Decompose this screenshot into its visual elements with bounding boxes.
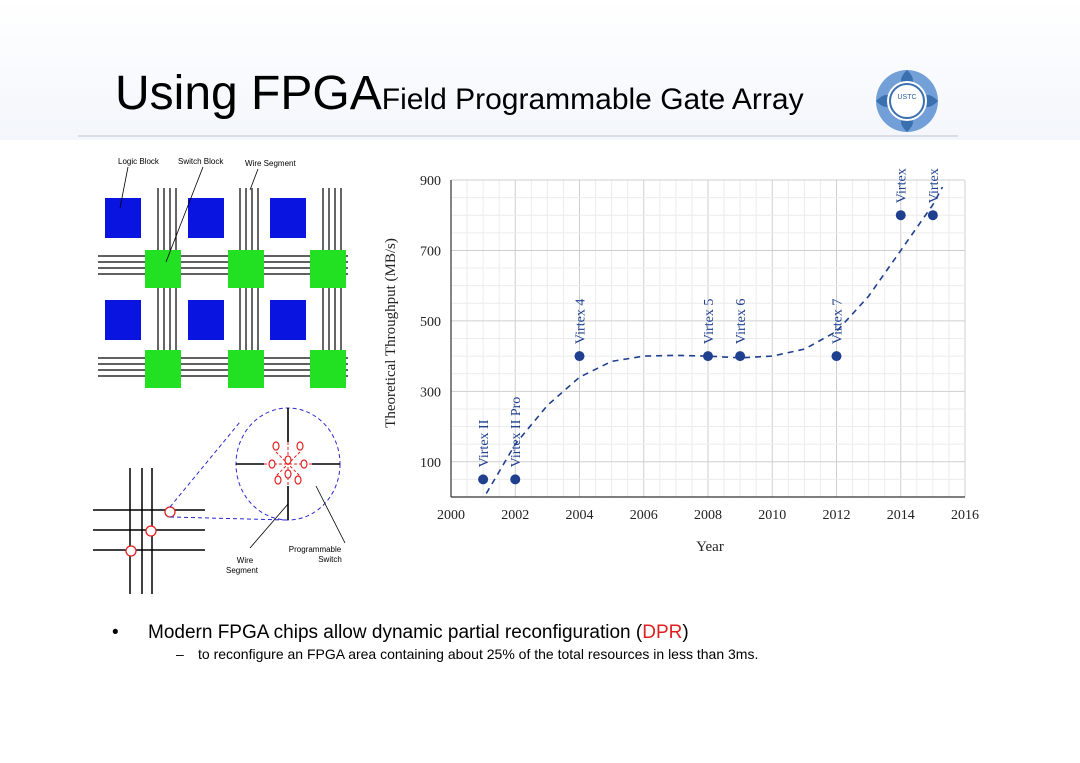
point-label: Virtex UltraScale	[895, 165, 910, 203]
switch-block-label: Switch Block	[178, 157, 224, 166]
y-tick-label: 900	[420, 174, 441, 189]
bullet-text-prefix: Modern FPGA chips allow dynamic partial …	[148, 622, 643, 643]
point-label: Virtex 7	[831, 299, 846, 344]
switch-block	[228, 350, 264, 388]
zoom-wire-segments	[236, 408, 340, 520]
fpga-architecture-diagram: Logic Block Switch Block Wire Segment	[93, 157, 348, 594]
data-point	[703, 351, 713, 362]
wire-label: Wire	[237, 556, 254, 565]
switch-block	[310, 350, 346, 388]
x-tick-label: 2012	[823, 508, 851, 523]
ustc-logo: USTC	[876, 70, 938, 132]
sub-bullet-text: to reconfigure an FPGA area containing a…	[198, 646, 759, 662]
x-tick-label: 2002	[501, 508, 529, 523]
bullet-highlight: DPR	[642, 622, 683, 643]
x-tick-label: 2014	[887, 508, 915, 523]
segment-label: Segment	[226, 566, 259, 575]
y-tick-label: 100	[420, 456, 441, 471]
chart-trend-line	[485, 186, 944, 494]
switch-icon	[284, 455, 292, 465]
switch-icon	[296, 441, 304, 451]
switch-label: Switch	[318, 555, 342, 564]
chart-axes	[450, 180, 965, 498]
bullet-item: • Modern FPGA chips allow dynamic partia…	[112, 622, 1062, 644]
switch-blocks	[145, 250, 346, 388]
y-tick-label: 700	[420, 244, 441, 259]
switch-icon	[272, 441, 280, 451]
data-point	[927, 210, 938, 221]
x-tick-label: 2006	[630, 508, 658, 523]
x-tick-label: 2000	[437, 508, 465, 523]
switch-icon	[268, 459, 276, 469]
x-tick-label: 2004	[566, 508, 594, 523]
switch-icon	[274, 475, 282, 485]
logic-block	[105, 300, 141, 340]
data-point	[574, 351, 585, 362]
point-label: Virtex II	[477, 419, 492, 467]
logic-block	[188, 300, 224, 340]
chart-xlabel: Year	[696, 539, 724, 555]
y-tick-label: 500	[420, 315, 441, 330]
logic-blocks	[105, 198, 306, 340]
logic-block	[270, 300, 306, 340]
chart-tick-labels: 2000 2002 2004 2006 2008 2010 2012 2014 2016 100 3…	[420, 174, 979, 523]
point-label: Virtex 5	[702, 299, 717, 344]
logic-block	[105, 198, 141, 238]
logo-text: USTC	[897, 94, 916, 101]
point-label: Virtex II Pro	[509, 397, 524, 468]
logo-emblem-icon: USTC	[876, 70, 938, 132]
switch-icon	[300, 459, 308, 469]
point-label: Virtex 6	[734, 299, 749, 344]
data-point	[895, 210, 906, 221]
bullet-text-suffix: )	[682, 622, 689, 643]
y-tick-label: 300	[420, 385, 441, 400]
bullet-list: • Modern FPGA chips allow dynamic partia…	[112, 622, 1062, 662]
logic-block-label: Logic Block	[118, 157, 160, 166]
title-divider	[78, 135, 958, 137]
title-subtitle: Field Programmable Gate Array	[381, 83, 804, 116]
x-tick-label: 2010	[758, 508, 786, 523]
zoom-pointer-lines	[249, 485, 346, 549]
sub-bullet-item: – to reconfigure an FPGA area containing…	[176, 646, 1062, 662]
switch-icon	[294, 475, 302, 485]
title-main: Using FPGA	[115, 67, 382, 120]
wire-segment-label: Wire Segment	[245, 159, 296, 168]
switch-block	[310, 250, 346, 288]
callout-lines	[119, 166, 259, 263]
data-point	[735, 351, 746, 362]
programmable-switch-icons	[268, 441, 308, 485]
switch-icon	[284, 469, 292, 479]
switch-block	[145, 250, 181, 288]
switch-points	[125, 506, 176, 557]
chart-ylabel: Theoretical Throughput (MB/s)	[383, 238, 399, 428]
bullet-text: Modern FPGA chips allow dynamic partial …	[148, 622, 689, 644]
data-point	[478, 474, 489, 485]
logic-block	[270, 198, 306, 238]
throughput-chart: 2000 2002 2004 2006 2008 2010 2012 2014 2016 100 3…	[383, 165, 979, 555]
x-tick-label: 2016	[951, 508, 979, 523]
chart-data-points	[478, 210, 938, 485]
programmable-label: Programmable	[289, 545, 342, 554]
trend-line	[485, 186, 944, 494]
point-label: Virtex UltraScale+	[927, 165, 942, 203]
switch-block	[145, 350, 181, 388]
logic-block	[188, 198, 224, 238]
chart-point-labels: Virtex II Virtex II Pro Virtex 4 Virtex 5 Vi…	[477, 165, 942, 467]
data-point	[831, 351, 842, 362]
slide-title: Using FPGAField Programmable Gate Array	[115, 66, 804, 121]
dash-icon: –	[176, 646, 184, 662]
switch-block	[228, 250, 264, 288]
x-tick-label: 2008	[694, 508, 722, 523]
bullet-icon: •	[112, 622, 119, 643]
point-label: Virtex 4	[574, 299, 589, 344]
data-point	[510, 474, 521, 485]
